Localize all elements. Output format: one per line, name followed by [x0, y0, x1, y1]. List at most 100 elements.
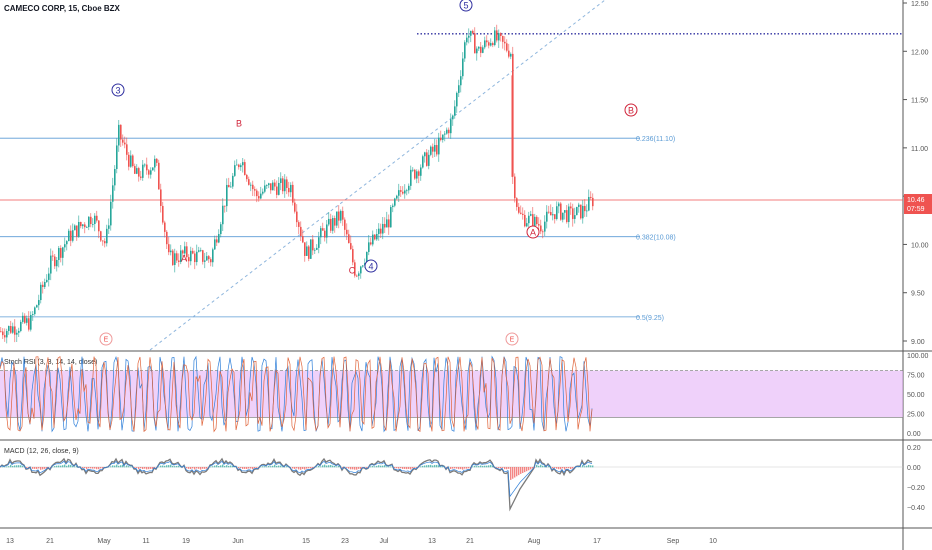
macd-histogram-bar	[568, 467, 570, 469]
macd-histogram-bar	[328, 465, 330, 468]
candle-body	[494, 30, 496, 46]
candle-body	[312, 239, 314, 251]
candle-body	[288, 187, 290, 193]
macd-histogram-bar	[306, 467, 308, 469]
candle-body	[102, 240, 104, 242]
candle-body	[242, 162, 244, 166]
macd-histogram-bar	[38, 467, 40, 469]
candle-body	[244, 162, 246, 175]
candle-body	[234, 165, 236, 176]
wave-label-circle	[459, 0, 473, 12]
candle-body	[24, 315, 26, 323]
macd-histogram-bar	[226, 465, 228, 468]
candle-body	[170, 250, 172, 253]
candle-body	[158, 162, 160, 190]
macd-histogram-bar	[530, 467, 532, 470]
candle-body	[430, 146, 432, 155]
candle-body	[232, 175, 234, 187]
candle-body	[230, 186, 232, 188]
candle-body	[94, 215, 96, 225]
candle-body	[52, 255, 54, 257]
macd-histogram-bar	[240, 467, 242, 468]
macd-histogram-bar	[318, 465, 320, 468]
candle-body	[132, 155, 134, 167]
macd-histogram-bar	[436, 464, 438, 468]
macd-histogram-bar	[464, 467, 466, 469]
candle-body	[366, 251, 368, 264]
macd-histogram-bar	[140, 467, 142, 469]
time-axis-label: 10	[709, 538, 717, 545]
candle-body	[100, 231, 102, 241]
candle-body	[382, 223, 384, 234]
candle-body	[524, 214, 526, 227]
candle-body	[548, 211, 550, 213]
candle-body	[4, 335, 6, 338]
candle-body	[516, 198, 518, 207]
macd-histogram-bar	[174, 466, 176, 468]
macd-histogram-bar	[94, 467, 96, 469]
candle-body	[578, 204, 580, 207]
wave-label: B	[628, 106, 634, 116]
candle-body	[360, 266, 362, 274]
candle-body	[498, 33, 500, 41]
macd-histogram-bar	[552, 467, 554, 469]
macd-histogram-bar	[98, 467, 100, 470]
macd-histogram-bar	[102, 467, 104, 469]
macd-histogram-bar	[134, 467, 136, 468]
macd-histogram-bar	[460, 467, 462, 470]
macd-histogram-bar	[224, 465, 226, 468]
candle-body	[586, 210, 588, 212]
candle-body	[338, 211, 340, 221]
candle-body	[486, 40, 488, 43]
macd-histogram-bar	[332, 465, 334, 468]
candle-body	[378, 228, 380, 235]
macd-histogram-bar	[304, 467, 306, 470]
candle-body	[108, 225, 110, 229]
macd-histogram-bar	[56, 465, 58, 468]
macd-histogram-bar	[476, 466, 478, 468]
macd-histogram-bar	[220, 465, 222, 468]
candle-body	[460, 76, 462, 86]
candle-body	[482, 47, 484, 53]
macd-histogram-bar	[76, 465, 78, 468]
macd-histogram-bar	[526, 467, 528, 472]
macd-histogram-bar	[484, 465, 486, 468]
macd-histogram-bar	[168, 465, 170, 468]
macd-histogram-bar	[362, 467, 364, 468]
macd-histogram-bar	[222, 464, 224, 468]
candle-body	[36, 305, 38, 308]
candle-body	[254, 189, 256, 191]
macd-tick-label: −0.20	[907, 485, 925, 492]
macd-histogram-bar	[58, 465, 60, 468]
macd-histogram-bar	[386, 466, 388, 468]
macd-histogram-bar	[6, 466, 8, 468]
candle-body	[340, 210, 342, 221]
wave-label: 3	[115, 86, 120, 96]
candle-body	[510, 53, 512, 57]
candle-body	[408, 185, 410, 191]
candle-body	[178, 260, 180, 262]
macd-histogram-bar	[300, 467, 302, 470]
macd-histogram-bar	[278, 465, 280, 468]
candle-body	[270, 183, 272, 191]
macd-histogram-bar	[430, 464, 432, 468]
candle-body	[122, 139, 124, 143]
candle-body	[22, 315, 24, 322]
candle-body	[466, 37, 468, 43]
candle-body	[392, 205, 394, 208]
rsi-tick-label: 50.00	[907, 392, 925, 399]
candle-body	[320, 228, 322, 238]
candle-body	[530, 214, 532, 216]
candle-body	[20, 321, 22, 331]
macd-histogram-bar	[482, 465, 484, 468]
price-tick-label: 9.00	[911, 339, 925, 346]
candle-body	[394, 198, 396, 206]
macd-histogram-bar	[396, 467, 398, 469]
candle-body	[374, 234, 376, 240]
macd-histogram-bar	[280, 465, 282, 468]
candle-body	[476, 48, 478, 54]
macd-histogram-bar	[564, 467, 566, 470]
candle-body	[206, 256, 208, 261]
macd-histogram-bar	[26, 467, 28, 468]
